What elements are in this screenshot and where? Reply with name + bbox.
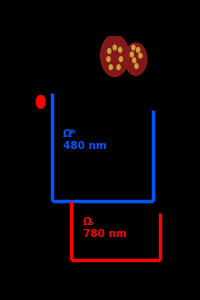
Text: Ωᵇ: Ωᵇ [62,129,76,139]
Circle shape [113,45,116,50]
Circle shape [130,52,133,57]
Circle shape [136,47,139,52]
Circle shape [124,43,146,75]
Circle shape [36,95,45,108]
Circle shape [132,58,135,63]
Circle shape [109,65,112,70]
Circle shape [119,57,122,62]
Circle shape [138,53,141,58]
Circle shape [131,45,134,50]
Circle shape [134,64,137,68]
Circle shape [106,57,109,62]
Circle shape [107,49,110,53]
Circle shape [100,35,128,76]
Circle shape [118,47,121,52]
Circle shape [116,65,120,70]
Text: Ωᵣ: Ωᵣ [82,217,94,227]
Text: 480 nm: 480 nm [62,141,106,151]
Text: 780 nm: 780 nm [82,229,126,238]
